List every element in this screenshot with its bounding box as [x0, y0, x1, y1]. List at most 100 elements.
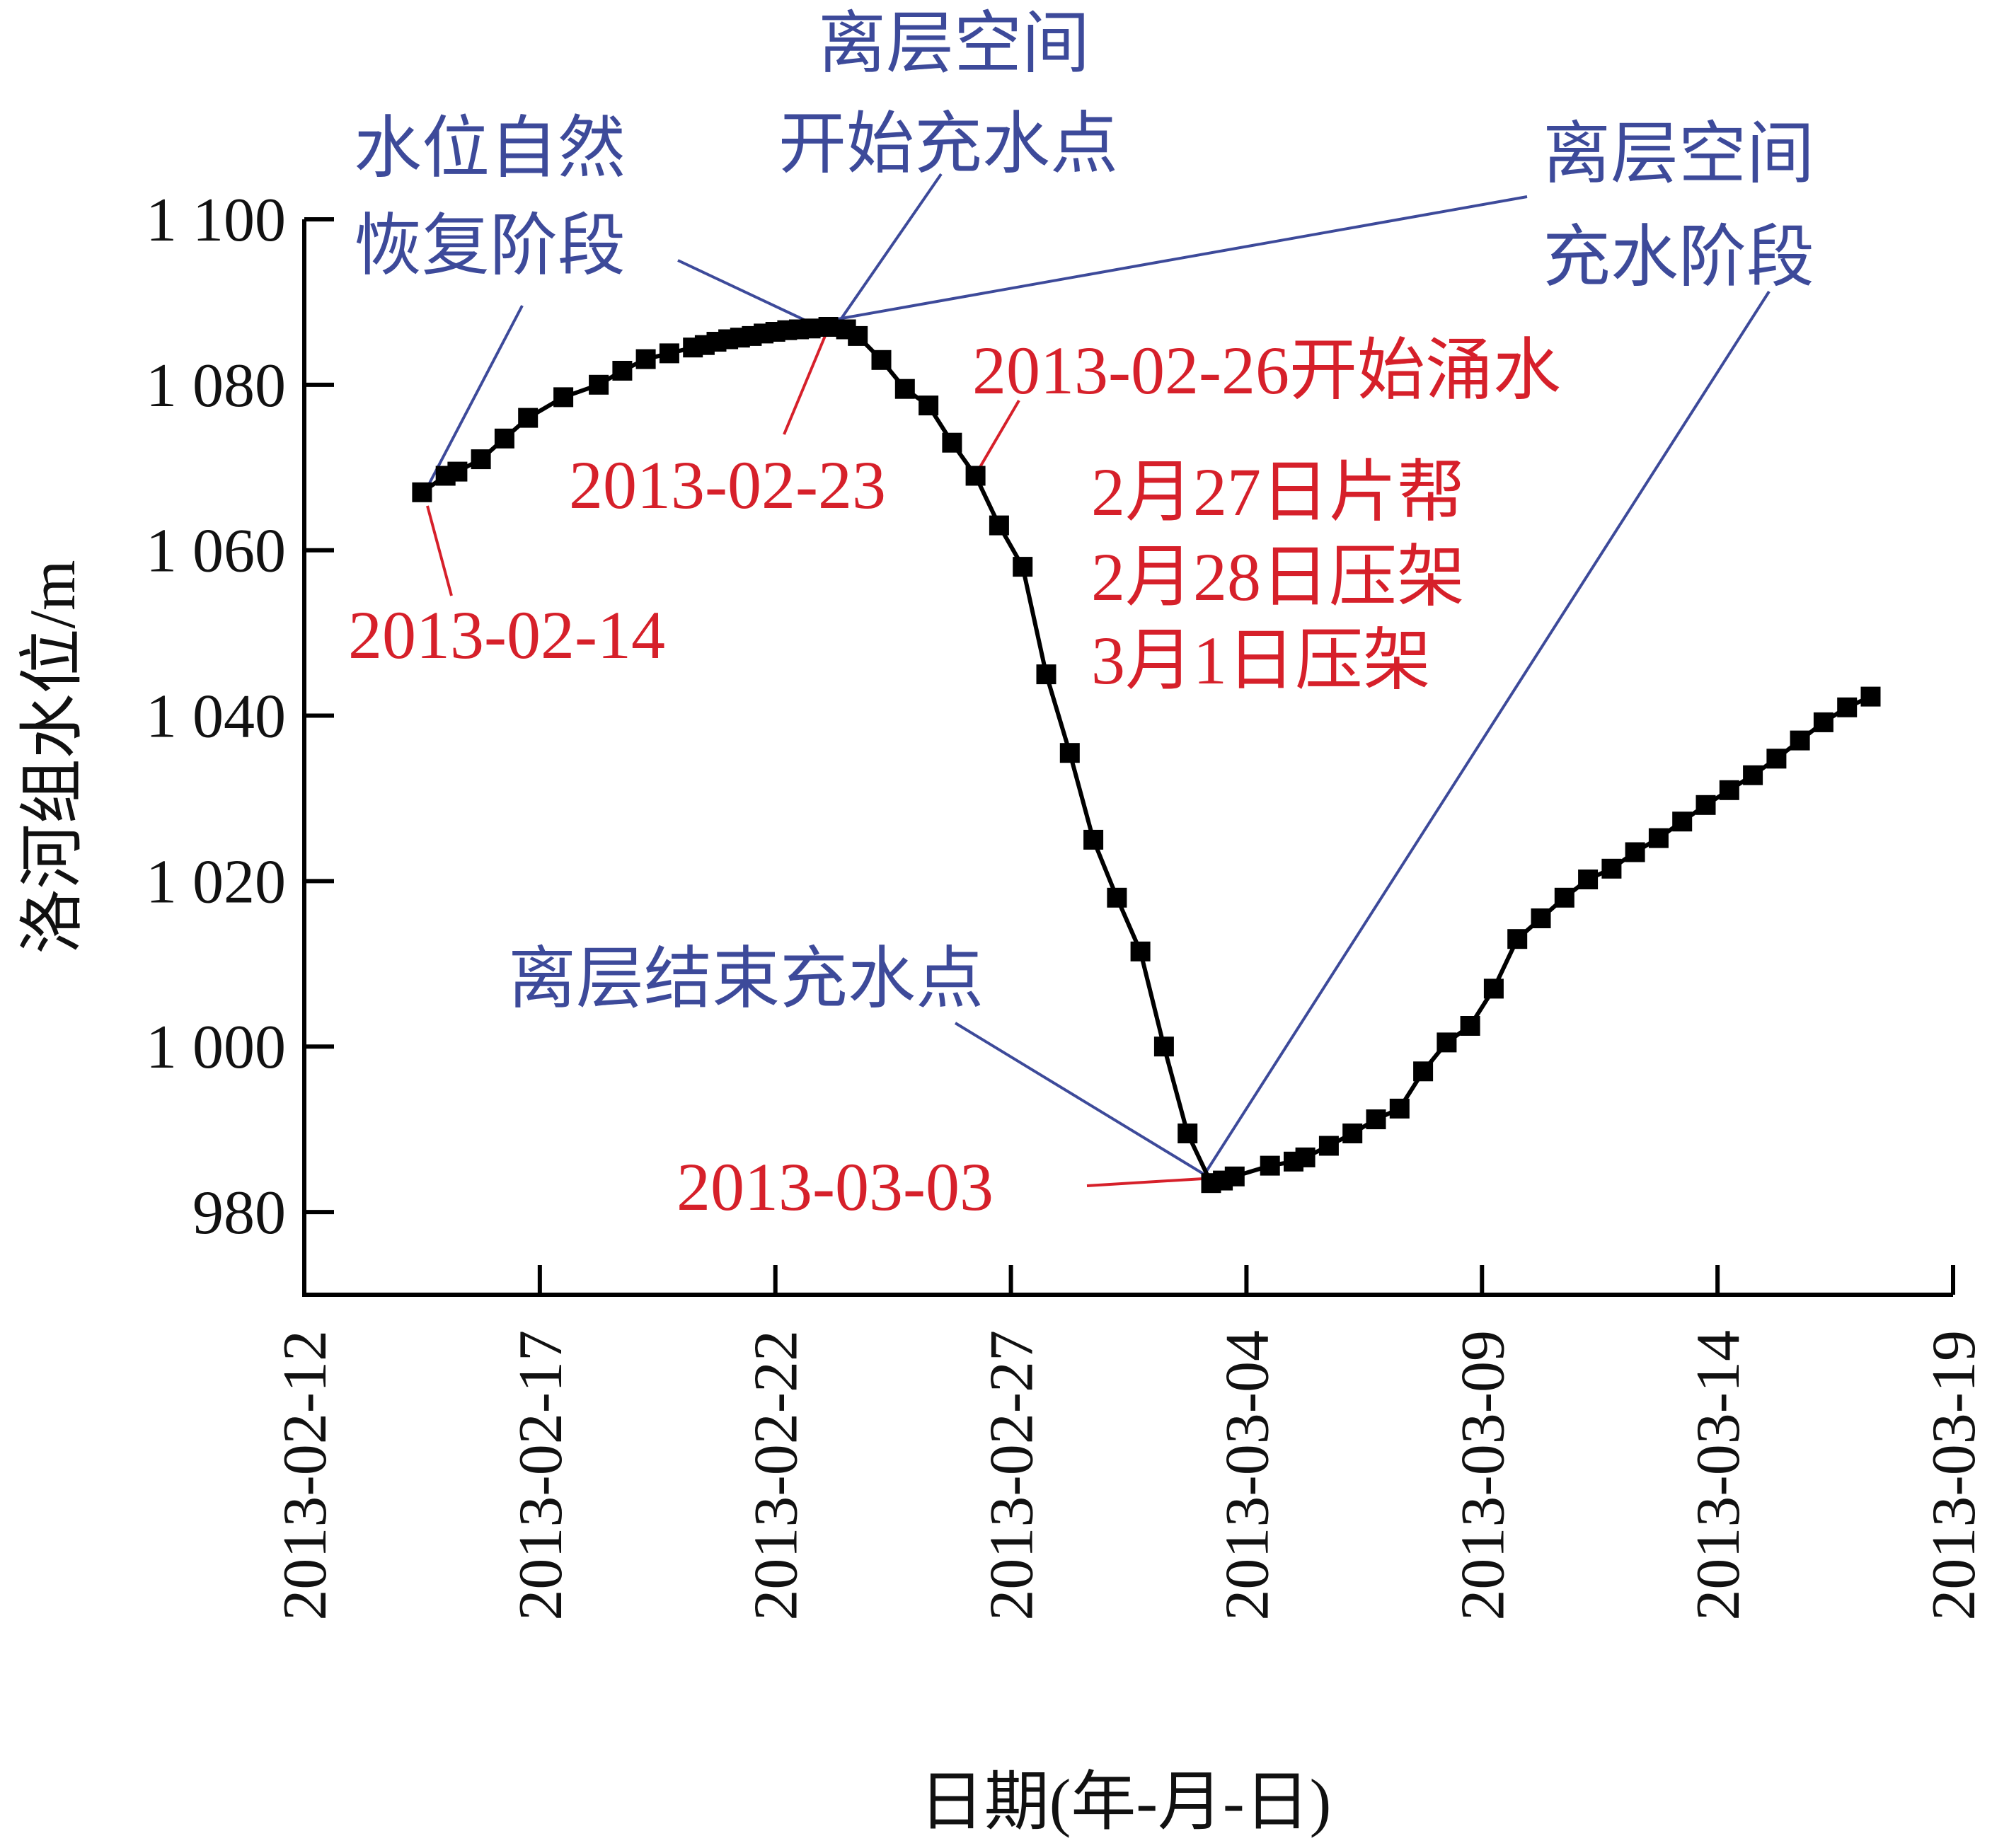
data-point-marker — [412, 482, 432, 502]
data-point-marker — [518, 408, 539, 428]
data-point-marker — [1318, 1136, 1339, 1156]
ann-date-0226: 2013-02-26开始涌水 — [972, 333, 1561, 408]
data-point-marker — [894, 379, 915, 399]
y-tick-label: 1 080 — [146, 352, 286, 420]
data-point-marker — [989, 515, 1009, 536]
data-point-marker — [818, 317, 839, 337]
data-point-marker — [1295, 1147, 1315, 1167]
leader-natural-recovery — [422, 305, 524, 496]
ann-fill-start-line2: 开始充水点 — [778, 106, 1118, 182]
leader-natural-recovery-2 — [677, 259, 826, 331]
leader-d0303 — [1086, 1177, 1204, 1187]
y-tick-label: 1 100 — [146, 186, 286, 255]
leader-d0223 — [783, 332, 828, 435]
x-tick-label: 2013-03-19 — [1920, 1330, 1988, 1621]
x-tick-label: 2013-02-27 — [978, 1330, 1047, 1621]
y-tick-label: 1 000 — [146, 1013, 286, 1082]
data-point-marker — [1507, 929, 1528, 949]
x-axis-title: 日期(年-月-日) — [919, 1766, 1332, 1838]
data-point-marker — [1672, 812, 1693, 832]
ann-event-0301: 3月1日压架 — [1091, 623, 1431, 698]
ann-fill-start-line1: 离层空间 — [818, 6, 1090, 81]
data-point-marker — [1178, 1124, 1198, 1143]
data-point-marker — [1036, 664, 1057, 685]
data-point-marker — [1260, 1155, 1280, 1176]
data-point-marker — [1483, 978, 1504, 999]
leader-fill-stage-bottom — [1203, 290, 1771, 1176]
data-point-marker — [447, 461, 468, 482]
ann-fill-stage-line1: 离层空间 — [1543, 116, 1814, 192]
data-point-marker — [1366, 1109, 1386, 1130]
data-point-marker — [1460, 1016, 1480, 1036]
data-point-marker — [1554, 887, 1574, 908]
data-point-marker — [1625, 842, 1645, 862]
data-point-marker — [919, 395, 939, 416]
x-tick-label: 2013-03-04 — [1213, 1330, 1282, 1621]
leader-fill-stage-top — [833, 195, 1528, 321]
leader-d0214 — [426, 505, 453, 596]
data-point-marker — [1059, 743, 1080, 763]
data-point-marker — [942, 432, 962, 453]
x-tick-label: 2013-03-14 — [1684, 1330, 1753, 1621]
data-point-marker — [1531, 908, 1551, 928]
data-point-marker — [471, 449, 491, 470]
data-point-marker — [635, 349, 656, 369]
y-axis-title: 洛河组水位/m — [16, 560, 88, 954]
y-tick-label: 1 020 — [146, 848, 286, 916]
data-point-marker — [494, 428, 514, 449]
data-point-marker — [612, 361, 633, 381]
data-point-marker — [1153, 1036, 1174, 1057]
data-point-marker — [553, 387, 574, 408]
data-point-marker — [871, 350, 892, 370]
data-point-marker — [1107, 887, 1127, 908]
data-point-marker — [848, 325, 868, 346]
data-point-marker — [1013, 557, 1033, 577]
data-point-marker — [1224, 1166, 1245, 1186]
y-axis-ticks: 980 1 000 1 020 1 040 1 060 1 080 1 100 — [146, 186, 334, 1247]
data-point-marker — [1719, 780, 1739, 800]
ann-date-0223: 2013-02-23 — [569, 447, 886, 523]
water-level-markers — [412, 317, 1881, 1194]
data-point-marker — [1083, 829, 1104, 850]
ann-fill-stage-line2: 充水阶段 — [1543, 219, 1814, 295]
ann-date-0303: 2013-03-03 — [677, 1149, 994, 1225]
ann-event-0227: 2月27日片帮 — [1091, 454, 1465, 530]
ann-date-0214: 2013-02-14 — [348, 597, 665, 673]
data-point-marker — [659, 343, 679, 364]
leader-fill-start — [832, 173, 943, 331]
y-tick-label: 980 — [192, 1179, 286, 1247]
data-point-marker — [589, 374, 609, 395]
data-point-marker — [1578, 870, 1599, 889]
ann-event-0228: 2月28日压架 — [1091, 539, 1465, 615]
data-point-marker — [1389, 1098, 1410, 1119]
x-tick-label: 2013-02-17 — [507, 1330, 575, 1621]
leader-d0226 — [974, 399, 1020, 477]
data-point-marker — [1790, 730, 1810, 751]
x-tick-label: 2013-03-09 — [1449, 1330, 1517, 1621]
x-tick-label: 2013-02-12 — [271, 1330, 340, 1621]
data-point-marker — [1130, 941, 1151, 961]
data-point-marker — [1342, 1124, 1363, 1143]
y-tick-label: 1 040 — [146, 683, 286, 751]
data-point-marker — [1837, 697, 1858, 717]
ann-natural-recovery-line2: 恢复阶段 — [354, 208, 626, 284]
x-axis-ticks: 2013-02-12 2013-02-17 2013-02-22 2013-02-27… — [271, 1265, 1988, 1621]
data-point-marker — [1695, 795, 1716, 815]
data-point-marker — [1413, 1061, 1434, 1082]
data-point-marker — [1743, 765, 1763, 785]
data-point-marker — [1813, 712, 1833, 732]
data-point-marker — [1601, 858, 1622, 879]
data-point-marker — [1437, 1032, 1457, 1053]
x-tick-label: 2013-02-22 — [742, 1330, 811, 1621]
data-point-marker — [1860, 686, 1881, 707]
data-point-marker — [1766, 749, 1787, 769]
data-point-marker — [1648, 828, 1669, 848]
data-point-marker — [800, 318, 821, 339]
y-tick-label: 1 060 — [146, 517, 286, 586]
leader-fill-end — [954, 1022, 1206, 1176]
annotation-leaders — [422, 173, 1771, 1187]
ann-natural-recovery-line1: 水位自然 — [354, 110, 626, 186]
data-point-marker — [965, 466, 986, 486]
ann-fill-end: 离层结束充水点 — [508, 941, 984, 1017]
